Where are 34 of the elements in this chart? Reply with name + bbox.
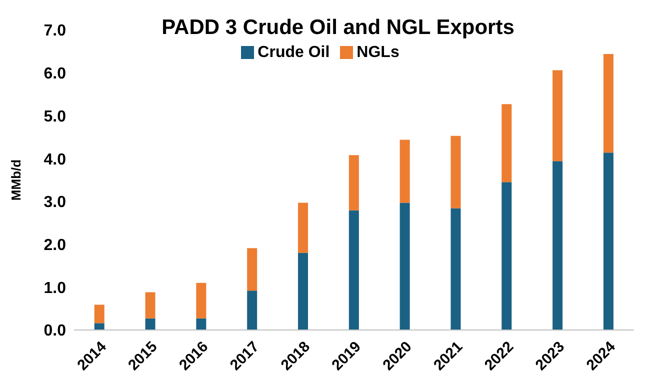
bar [94,304,104,324]
bar [552,161,563,330]
y-tick-label: 2.0 [44,236,66,254]
chart-title: PADD 3 Crude Oil and NGL Exports [160,16,516,40]
bar [145,318,156,330]
bar [450,136,461,208]
bar [450,208,461,330]
bar [348,155,359,210]
y-tick-label: 7.0 [44,22,66,40]
legend-label: Crude Oil [258,44,330,61]
y-tick-label: 4.0 [44,151,66,168]
y-tick-label: 1.0 [44,280,66,297]
bar [552,70,563,162]
y-tick-label: 3.0 [44,194,66,212]
bar [196,282,206,318]
bar [348,210,359,330]
y-axis-title: MMb/d [8,159,24,201]
bar [400,202,410,330]
bar [247,248,258,291]
bar [196,318,206,330]
bar [603,152,614,330]
bar [603,54,614,153]
bar [94,323,104,330]
y-tick-label: 5.0 [44,108,66,126]
bar [502,104,512,182]
bar [298,202,308,253]
bar [145,292,156,318]
bar [502,182,512,330]
bar [247,290,258,330]
legend-label: NGLs [356,44,400,61]
bar [400,140,410,203]
y-tick-label: 0.0 [44,322,66,340]
y-tick-label: 6.0 [44,66,66,83]
bar [298,252,308,330]
